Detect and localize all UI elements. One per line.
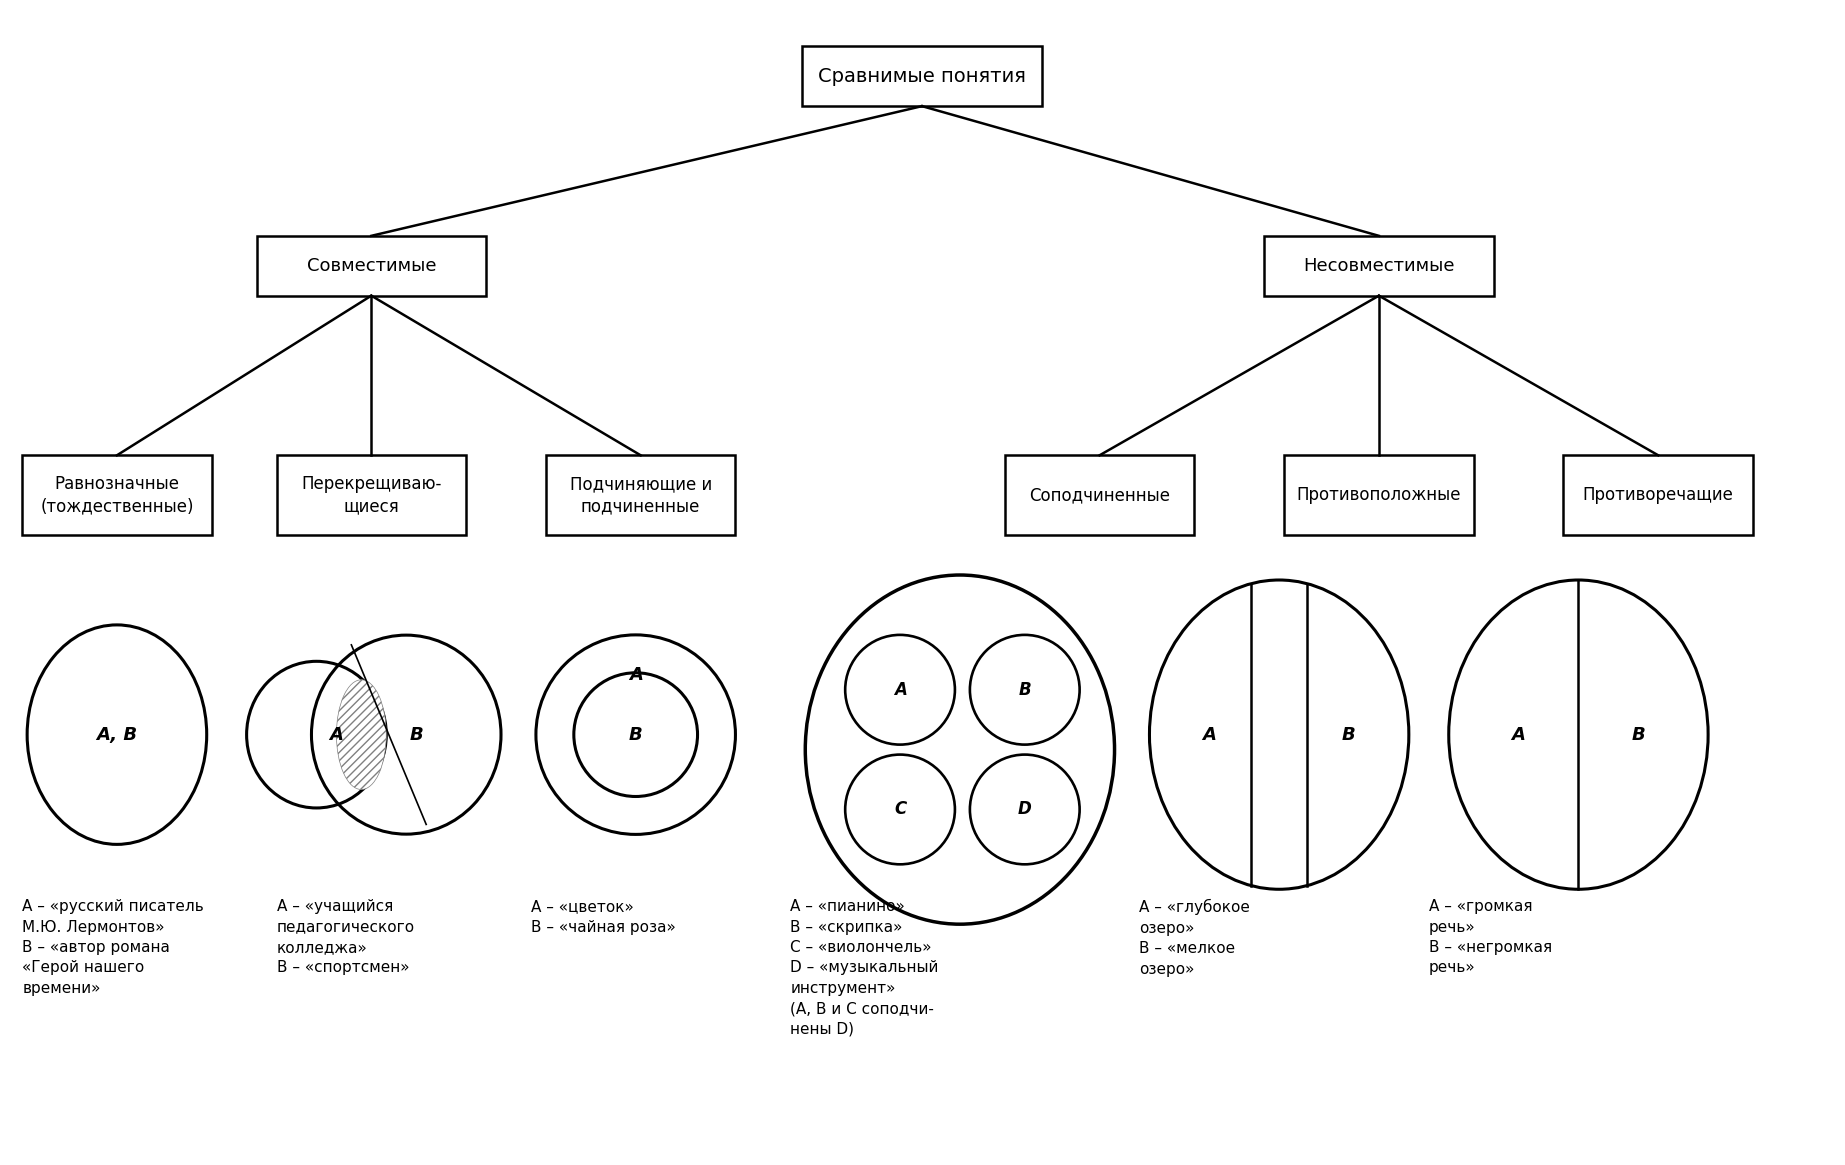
Text: B: B (410, 726, 423, 743)
Text: A: A (1511, 726, 1526, 743)
Text: B: B (629, 726, 642, 743)
Ellipse shape (336, 679, 386, 790)
Text: Равнозначные
(тождественные): Равнозначные (тождественные) (41, 475, 194, 515)
Text: А – «учащийся
педагогического
колледжа»
B – «спортсмен»: А – «учащийся педагогического колледжа» … (277, 899, 415, 975)
Text: A: A (629, 665, 642, 684)
FancyBboxPatch shape (803, 47, 1042, 106)
FancyBboxPatch shape (22, 456, 212, 535)
Text: Совместимые: Совместимые (306, 256, 435, 275)
Text: A: A (893, 680, 906, 699)
FancyBboxPatch shape (256, 235, 485, 296)
Text: A: A (330, 726, 343, 743)
FancyBboxPatch shape (1284, 456, 1474, 535)
FancyBboxPatch shape (1563, 456, 1753, 535)
Text: Несовместимые: Несовместимые (1303, 256, 1454, 275)
Text: Сравнимые понятия: Сравнимые понятия (817, 66, 1026, 86)
Text: Противоположные: Противоположные (1297, 486, 1461, 504)
Text: А – «цветок»
B – «чайная роза»: А – «цветок» B – «чайная роза» (531, 899, 675, 934)
FancyBboxPatch shape (546, 456, 736, 535)
Text: А – «глубокое
озеро»
B – «мелкое
озеро»: А – «глубокое озеро» B – «мелкое озеро» (1140, 899, 1251, 976)
Text: A, B: A, B (96, 726, 138, 743)
FancyBboxPatch shape (1006, 456, 1194, 535)
Text: B: B (1631, 726, 1646, 743)
Text: A: A (1203, 726, 1216, 743)
Text: А – «пианино»
B – «скрипка»
C – «виолончель»
D – «музыкальный
инструмент»
(А, В : А – «пианино» B – «скрипка» C – «виолонч… (790, 899, 939, 1037)
Text: Перекрещиваю-
щиеся: Перекрещиваю- щиеся (301, 475, 441, 515)
Text: B: B (1018, 680, 1031, 699)
Text: Подчиняющие и
подчиненные: Подчиняющие и подчиненные (570, 475, 712, 515)
Text: Противоречащие: Противоречащие (1583, 486, 1734, 504)
Text: Соподчиненные: Соподчиненные (1030, 486, 1170, 504)
Text: А – «громкая
речь»
B – «негромкая
речь»: А – «громкая речь» B – «негромкая речь» (1428, 899, 1552, 975)
Text: D: D (1018, 800, 1031, 819)
Text: B: B (1341, 726, 1356, 743)
Text: C: C (895, 800, 906, 819)
Text: А – «русский писатель
М.Ю. Лермонтов»
B – «автор романа
«Герой нашего
времени»: А – «русский писатель М.Ю. Лермонтов» B … (22, 899, 205, 996)
FancyBboxPatch shape (1264, 235, 1494, 296)
FancyBboxPatch shape (277, 456, 467, 535)
